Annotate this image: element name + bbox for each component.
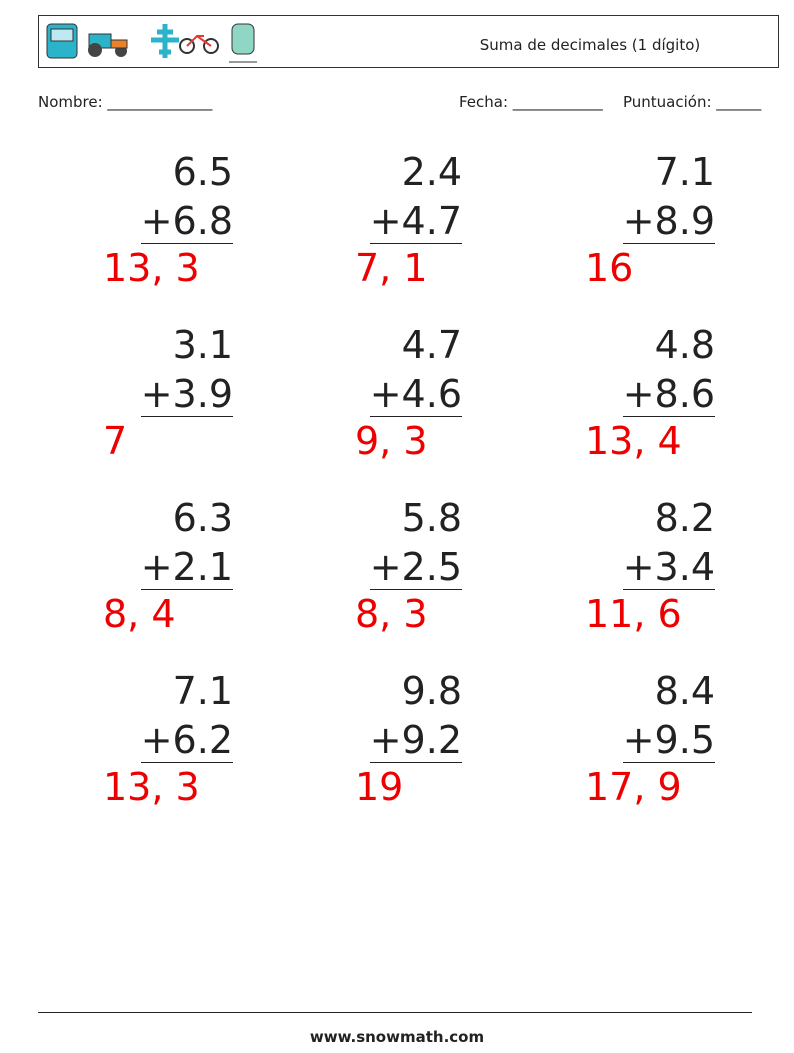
addend: 4.8 xyxy=(654,323,715,367)
problem: 3.1 +3.9 xyxy=(83,321,233,419)
title: Suma de decimales (1 dígito) xyxy=(479,36,701,54)
addend: 2.4 xyxy=(401,150,462,194)
footer-line xyxy=(38,1012,752,1013)
icons xyxy=(46,23,257,63)
problem: 8.4 +9.5 xyxy=(565,667,715,765)
date-field: Fecha: ____________ xyxy=(459,93,603,111)
addend-with-sign: +9.5 xyxy=(622,718,715,763)
addend-with-sign: +3.4 xyxy=(622,545,715,590)
answer: 16 xyxy=(585,246,634,290)
addend: 6.3 xyxy=(172,496,233,540)
problem: 5.8 +2.5 xyxy=(312,494,462,592)
answer: 7, 1 xyxy=(355,246,428,290)
addend-with-sign: +4.6 xyxy=(369,372,462,417)
addend-with-sign: +2.5 xyxy=(369,545,462,590)
score-field: Puntuación: ______ xyxy=(623,93,762,111)
answer: 8, 4 xyxy=(103,592,176,636)
problem: 2.4 +4.7 xyxy=(312,148,462,246)
addend: 6.5 xyxy=(172,150,233,194)
addend-with-sign: +6.2 xyxy=(140,718,233,763)
answer: 13, 3 xyxy=(103,765,200,809)
answer: 13, 3 xyxy=(103,246,200,290)
addend: 7.1 xyxy=(172,669,233,713)
answer: 9, 3 xyxy=(355,419,428,463)
addend: 5.8 xyxy=(401,496,462,540)
problem: 6.5 +6.8 xyxy=(83,148,233,246)
addend-with-sign: +8.9 xyxy=(622,199,715,244)
addend: 8.4 xyxy=(654,669,715,713)
answer: 17, 9 xyxy=(585,765,682,809)
addend: 8.2 xyxy=(654,496,715,540)
footer-site: www.snowmath.com xyxy=(309,1028,485,1046)
answer: 13, 4 xyxy=(585,419,682,463)
addend: 3.1 xyxy=(172,323,233,367)
addend-with-sign: +3.9 xyxy=(140,372,233,417)
addend-with-sign: +2.1 xyxy=(140,545,233,590)
addend-with-sign: +4.7 xyxy=(369,199,462,244)
addend: 4.7 xyxy=(401,323,462,367)
problem: 8.2 +3.4 xyxy=(565,494,715,592)
problem: 7.1 +8.9 xyxy=(565,148,715,246)
answer: 11, 6 xyxy=(585,592,682,636)
addend: 7.1 xyxy=(654,150,715,194)
addend-with-sign: +9.2 xyxy=(369,718,462,763)
problem: 4.8 +8.6 xyxy=(565,321,715,419)
answer: 8, 3 xyxy=(355,592,428,636)
answer: 7 xyxy=(103,419,128,463)
addend: 9.8 xyxy=(401,669,462,713)
name-field: Nombre: ______________ xyxy=(38,93,213,111)
problem: 6.3 +2.1 xyxy=(83,494,233,592)
problem: 9.8 +9.2 xyxy=(312,667,462,765)
problem: 7.1 +6.2 xyxy=(83,667,233,765)
problem: 4.7 +4.6 xyxy=(312,321,462,419)
addend-with-sign: +8.6 xyxy=(622,372,715,417)
addend-with-sign: +6.8 xyxy=(140,199,233,244)
answer: 19 xyxy=(355,765,404,809)
header-box xyxy=(38,15,779,68)
